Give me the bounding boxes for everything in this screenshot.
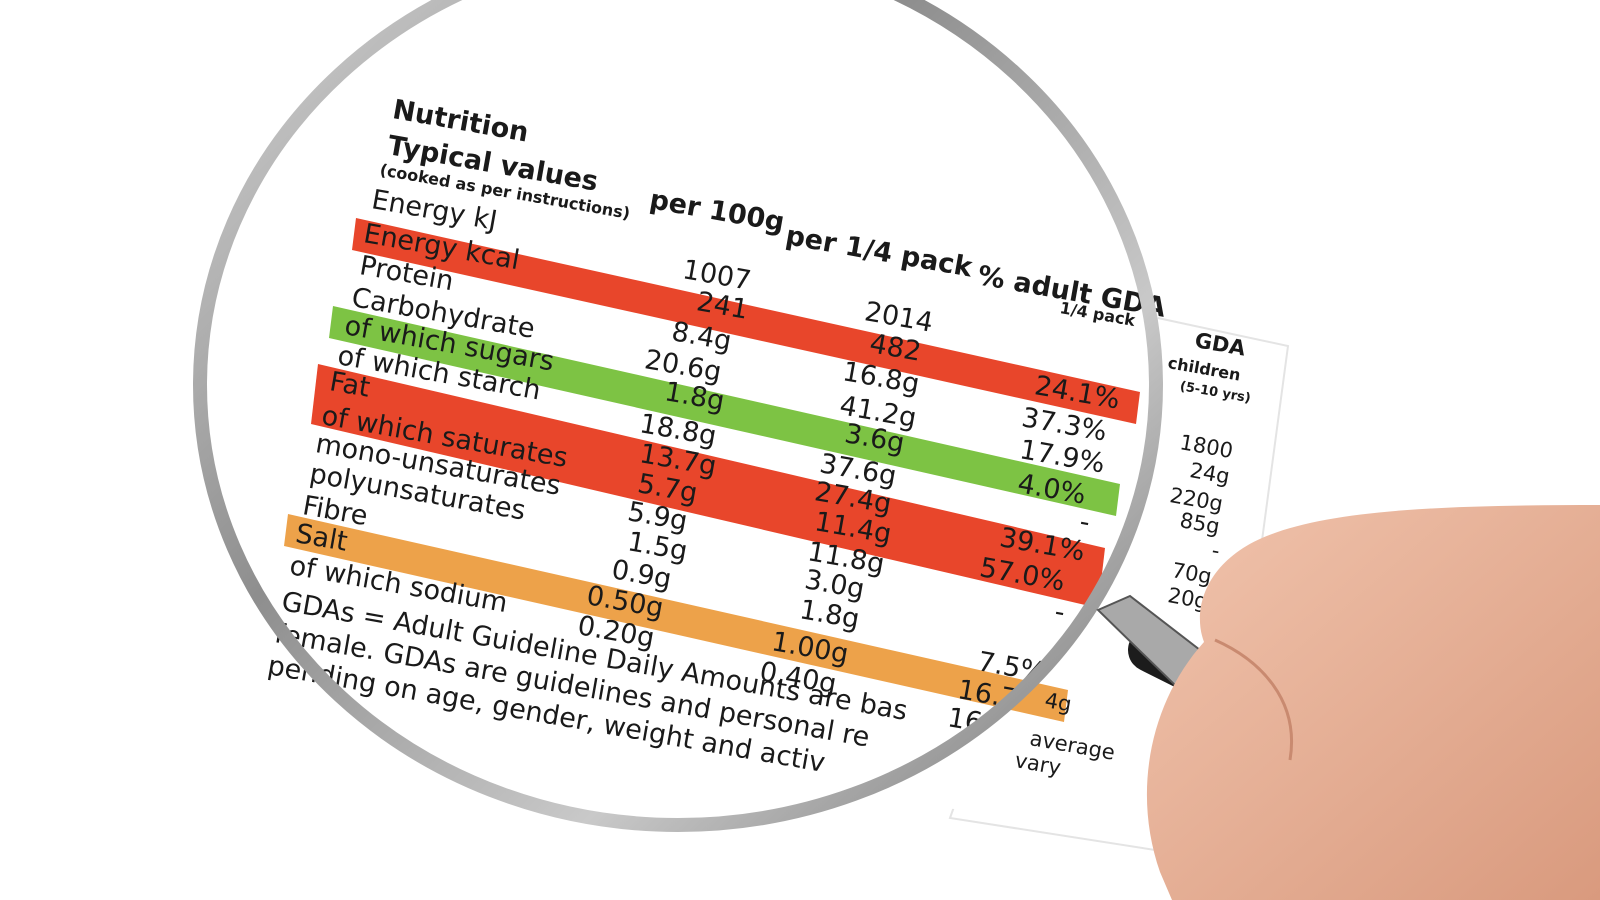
band-fat (311, 364, 1105, 608)
magnifier-rim (193, 0, 1163, 832)
band-sugars (329, 306, 1120, 516)
band-energy-kcal (352, 218, 1140, 424)
finger-crease (1214, 638, 1293, 761)
band-salt (284, 514, 1068, 722)
hand (1146, 505, 1600, 900)
